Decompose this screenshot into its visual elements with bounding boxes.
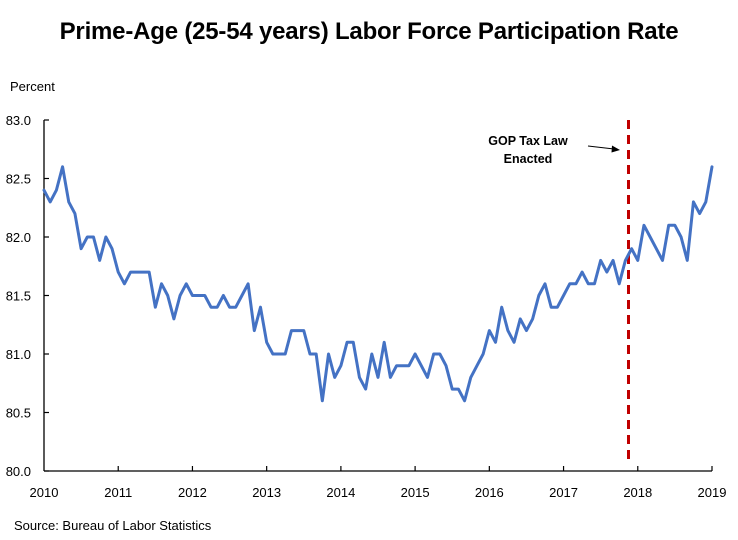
y-tick-label: 81.0 [6, 347, 31, 362]
series-group [42, 165, 714, 403]
annotation-label-line-2: Enacted [504, 152, 553, 166]
source-note: Source: Bureau of Labor Statistics [14, 518, 212, 533]
x-tick-label: 2018 [623, 485, 652, 500]
y-tick-label: 80.5 [6, 406, 31, 421]
x-tick-label: 2015 [401, 485, 430, 500]
y-tick-label: 82.0 [6, 230, 31, 245]
y-tick-label: 83.0 [6, 113, 31, 128]
y-tick-label: 81.5 [6, 289, 31, 304]
axes [43, 120, 712, 472]
y-ticks: 80.0 80.5 81.0 81.5 82.0 82.5 83.0 [6, 113, 49, 479]
x-tick-label: 2019 [698, 485, 727, 500]
x-ticks: 2010 2011 2012 2013 2014 2015 2016 2017 2018 2019 [30, 466, 727, 500]
y-tick-label: 80.0 [6, 464, 31, 479]
x-tick-label: 2012 [178, 485, 207, 500]
x-tick-label: 2017 [549, 485, 578, 500]
chart-title: Prime-Age (25-54 years) Labor Force Part… [59, 18, 679, 45]
annotation-arrow-head [611, 145, 620, 153]
y-axis-label: Percent [10, 79, 55, 94]
x-tick-label: 2016 [475, 485, 504, 500]
x-tick-label: 2010 [30, 485, 59, 500]
x-tick-label: 2011 [104, 485, 132, 500]
y-tick-label: 82.5 [6, 172, 31, 187]
annotation-arrow-shaft [587, 145, 615, 150]
x-tick-label: 2014 [326, 485, 355, 500]
x-tick-label: 2013 [252, 485, 281, 500]
annotation-label-line-1: GOP Tax Law [488, 134, 568, 148]
annotation-group: GOP Tax Law Enacted [488, 120, 630, 465]
series-line [42, 165, 714, 403]
